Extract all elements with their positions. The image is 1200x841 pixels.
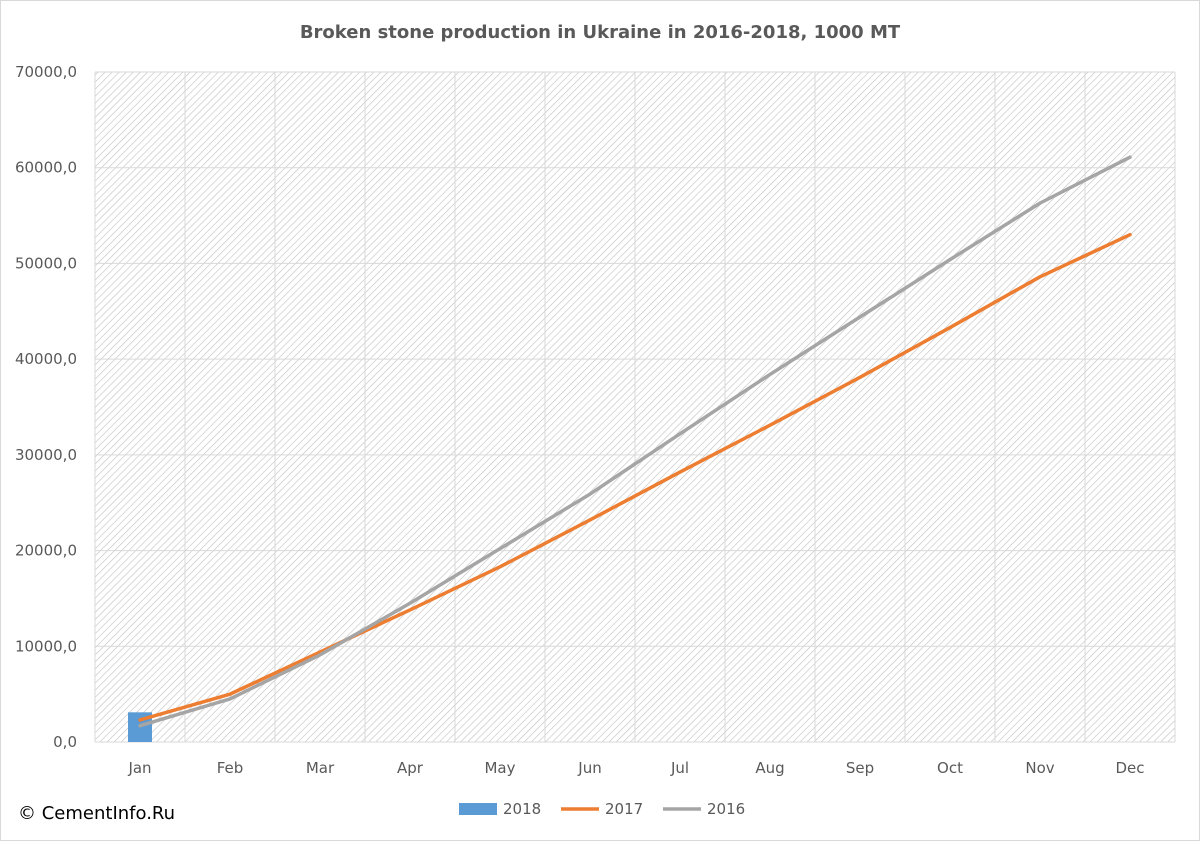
x-tick-label: Oct [937, 759, 963, 777]
legend: 2018 2017 2016 [459, 800, 745, 818]
line-2016 [138, 155, 1132, 728]
copyright-credit: © CementInfo.Ru [18, 803, 176, 824]
x-tick-label: Jul [670, 759, 689, 777]
line-series [138, 155, 1132, 728]
x-tick-label: Feb [217, 759, 244, 777]
chart-title: Broken stone production in Ukraine in 20… [300, 22, 901, 43]
x-tick-label: Aug [755, 759, 784, 777]
legend-item-2018: 2018 [459, 800, 541, 818]
y-tick-label: 40000,0 [15, 350, 77, 368]
legend-swatch [459, 803, 497, 815]
x-tick-label: Dec [1115, 759, 1144, 777]
legend-label: 2018 [503, 800, 541, 818]
x-tick-label: Sep [846, 759, 874, 777]
legend-label: 2016 [707, 800, 745, 818]
x-tick-label: May [484, 759, 515, 777]
y-tick-label: 70000,0 [15, 63, 77, 81]
x-axis-ticks: Jan Feb Mar Apr May Jun Jul Aug Sep Oct Nov Dec [127, 759, 1144, 777]
line-2017 [138, 232, 1132, 722]
y-tick-label: 60000,0 [15, 159, 77, 177]
y-tick-label: 10000,0 [15, 637, 77, 655]
x-tick-label: Jun [577, 759, 601, 777]
legend-label: 2017 [605, 800, 643, 818]
y-tick-label: 20000,0 [15, 542, 77, 560]
x-tick-label: Nov [1025, 759, 1054, 777]
y-tick-label: 0,0 [53, 733, 77, 751]
y-axis-ticks: 0,0 10000,0 20000,0 30000,0 40000,0 50000,0 60… [15, 63, 77, 751]
gridlines [94, 71, 1176, 743]
legend-item-2016: 2016 [663, 800, 745, 818]
x-tick-label: Jan [127, 759, 151, 777]
legend-item-2017: 2017 [561, 800, 643, 818]
y-tick-label: 50000,0 [15, 254, 77, 272]
x-tick-label: Mar [306, 759, 335, 777]
x-tick-label: Apr [397, 759, 424, 777]
y-tick-label: 30000,0 [15, 446, 77, 464]
